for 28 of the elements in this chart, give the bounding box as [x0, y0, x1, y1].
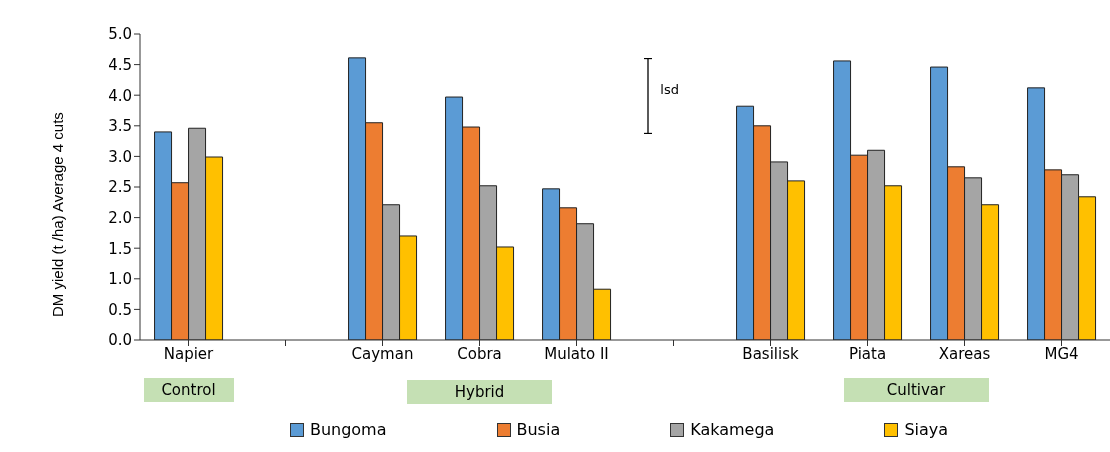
y-tick-label: 4.0	[108, 86, 132, 105]
y-tick-label: 3.5	[108, 117, 132, 136]
legend-label: Siaya	[904, 420, 949, 439]
x-tick-label: Cayman	[351, 344, 414, 363]
y-tick-label: 0.0	[108, 331, 132, 350]
text: Cultivar	[843, 378, 989, 402]
x-tick-label: Mulato II	[544, 344, 609, 363]
x-tick-label: Piata	[848, 344, 887, 363]
text: Control	[143, 378, 234, 402]
x-tick-label: Xareas	[938, 344, 991, 363]
y-tick-label: 2.5	[108, 178, 132, 197]
annotation: lsd	[660, 82, 679, 97]
legend-label: Busia	[516, 420, 561, 439]
x-tick-label: MG4	[1044, 344, 1079, 363]
y-tick-label: 5.0	[108, 25, 132, 44]
y-tick-label: 0.5	[108, 300, 132, 319]
legend-label: Bungoma	[309, 420, 387, 439]
text: Hybrid	[407, 380, 552, 404]
x-tick-label: Basilisk	[742, 344, 799, 363]
legend-label: Kakamega	[690, 420, 775, 439]
y-tick-label: 1.0	[108, 270, 132, 289]
y-axis-title: DM yield (t /ha) Average 4 cuts	[49, 112, 67, 317]
x-tick-label: Napier	[163, 344, 215, 363]
y-tick-label: 4.5	[108, 55, 132, 74]
y-tick-label: 2.0	[108, 208, 132, 227]
y-tick-label: 1.5	[108, 239, 132, 258]
x-tick-label: Cobra	[457, 344, 502, 363]
y-tick-label: 3.0	[108, 147, 132, 166]
